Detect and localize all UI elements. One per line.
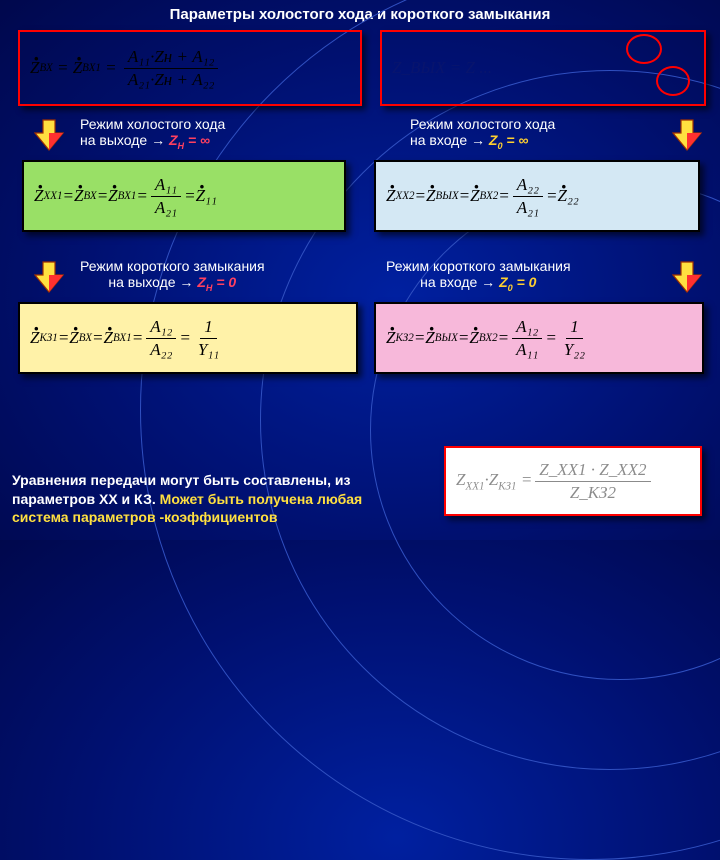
down-arrow-icon bbox=[672, 260, 702, 294]
caption-short-output: Режим короткого замыкания на выходе → ZН… bbox=[80, 258, 265, 293]
bottom-note: Уравнения передачи могут быть составлены… bbox=[12, 471, 412, 526]
eq-relation: ZХХ1·ZКЗ1 = Z_ХХ1 · Z_ХХ2 Z_КЗ2 bbox=[444, 446, 702, 516]
eq-z-kz2: ZКЗ2 = ZВЫХ = ZВХ2 = A₁₂A₁₁ = 1Y₂₂ bbox=[374, 302, 704, 374]
caption-open-input: Режим холостого хода на входе → Z0 = ∞ bbox=[410, 116, 555, 151]
caption-short-input: Режим короткого замыкания на входе → Z0 … bbox=[386, 258, 571, 293]
page-title: Параметры холостого хода и короткого зам… bbox=[0, 0, 720, 27]
down-arrow-icon bbox=[34, 260, 64, 294]
down-arrow-icon bbox=[672, 118, 702, 152]
highlight-circle bbox=[656, 66, 690, 96]
highlight-circle bbox=[626, 34, 662, 64]
eq-input-impedance: ZВХ = ZВХ1 = A₁₁·Zн + A₁₂ A₂₁·Zн + A₂₂ bbox=[18, 30, 362, 106]
eq-z-xx2: ZXX2 = ZВЫХ = ZВХ2 = A₂₂A₂₁ = Z₂₂ bbox=[374, 160, 700, 232]
down-arrow-icon bbox=[34, 118, 64, 152]
eq-z-kz1: ZКЗ1 = ZВХ = ZВХ1 = A₁₂A₂₂ = 1Y₁₁ bbox=[18, 302, 358, 374]
eq-z-xx1: ZXX1 = ZВХ = ZВХ1 = A₁₁A₂₁ = Z₁₁ bbox=[22, 160, 346, 232]
bg-arc bbox=[370, 180, 720, 680]
caption-open-output: Режим холостого хода на выходе → ZН = ∞ bbox=[80, 116, 225, 151]
